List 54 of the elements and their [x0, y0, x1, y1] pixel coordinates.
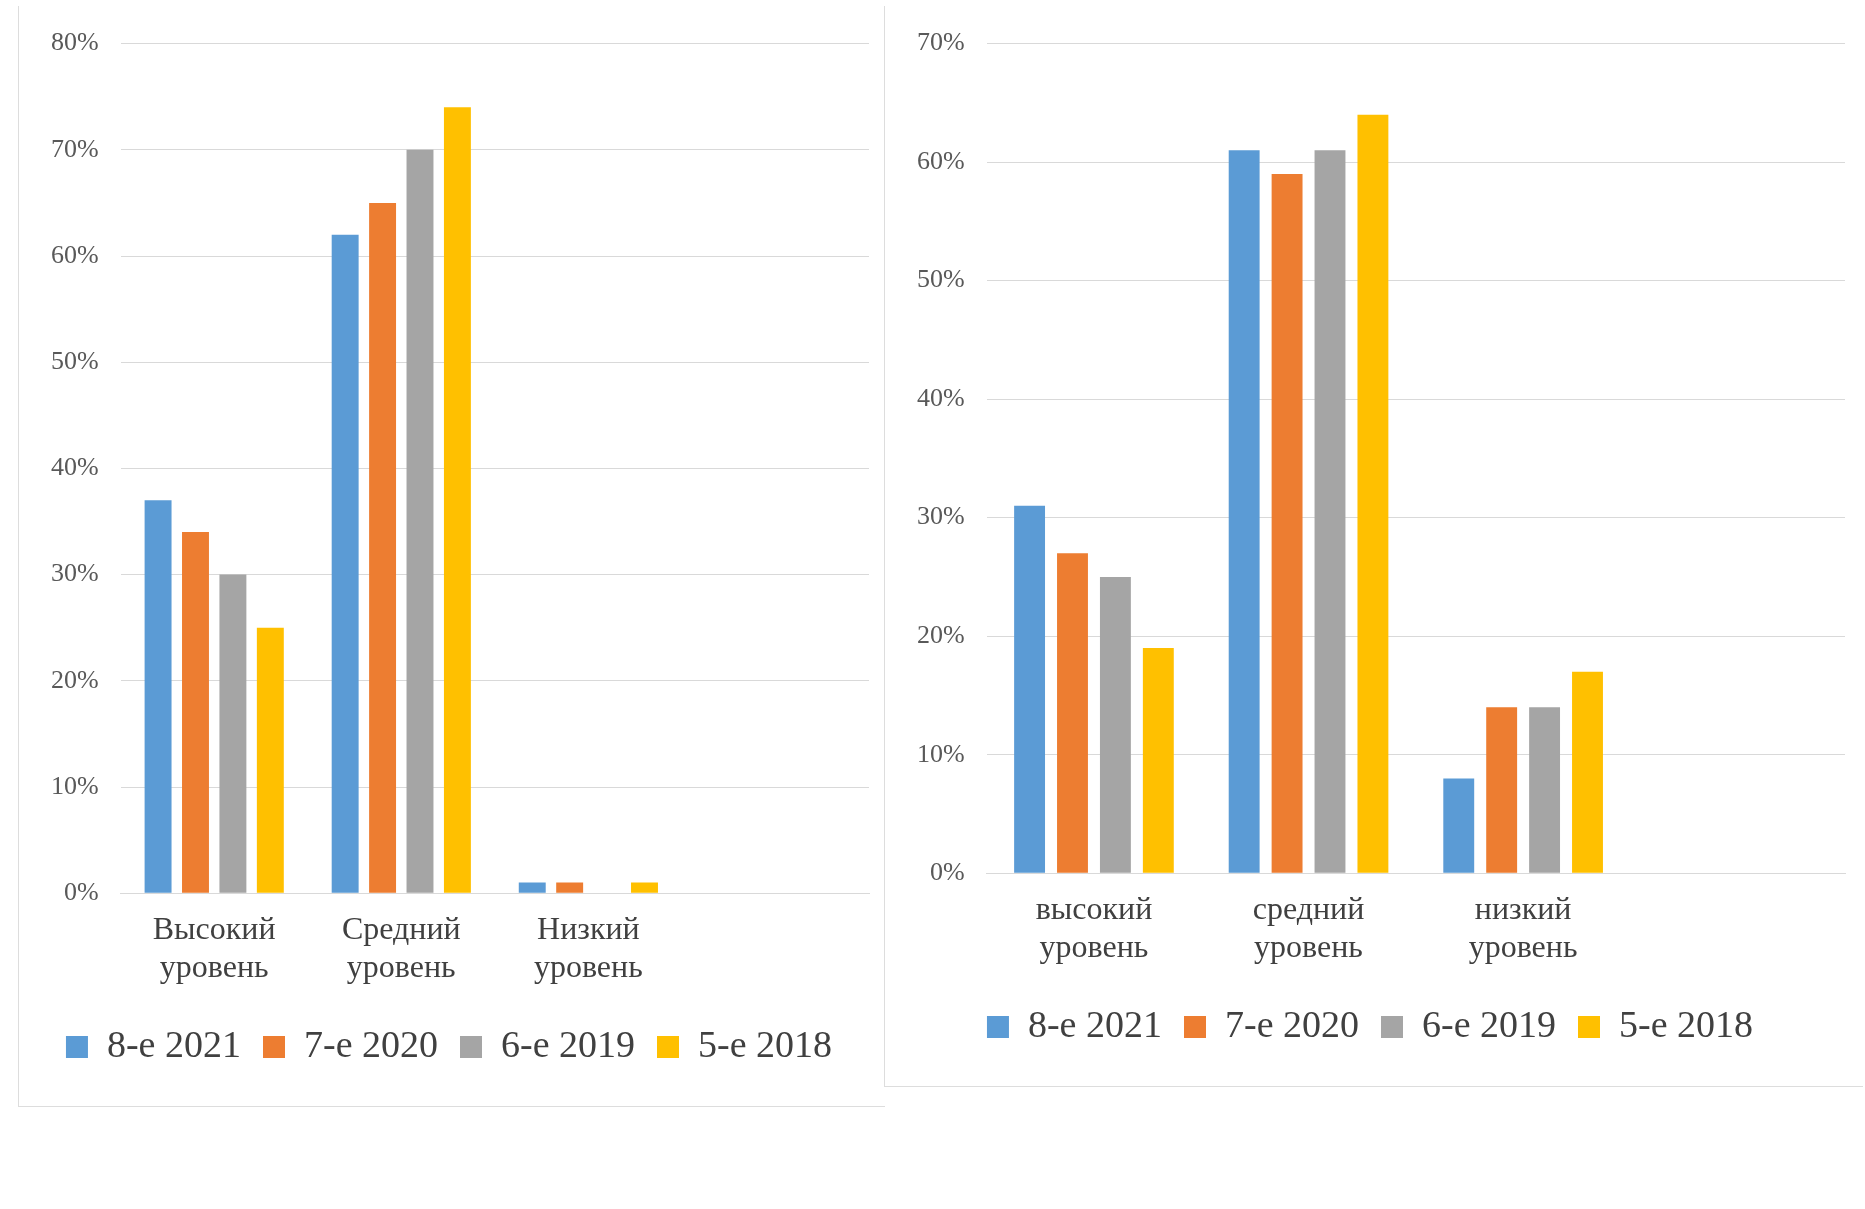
bar — [1443, 778, 1475, 873]
legend-label: 8-е 2021 — [1027, 1002, 1162, 1045]
x-tick-label: высокий уровень — [1035, 889, 1153, 965]
bar — [518, 882, 546, 893]
bar — [1228, 150, 1260, 873]
y-tick-label: 20% — [916, 620, 965, 649]
bar — [1572, 671, 1603, 873]
x-tick-label: Низкий уровень — [533, 909, 643, 985]
bar — [1271, 173, 1303, 873]
y-tick-label: 40% — [50, 452, 99, 482]
legend-label: 7-е 2020 — [303, 1022, 439, 1065]
bar — [1014, 505, 1046, 873]
legend-label: 5-е 2018 — [698, 1022, 833, 1065]
y-tick-label: 80% — [50, 27, 99, 57]
bar — [406, 149, 434, 893]
legend-label: 7-е 2020 — [1224, 1002, 1360, 1045]
y-tick-label: 10% — [916, 738, 965, 768]
bar — [256, 627, 284, 893]
y-tick-label: 10% — [50, 770, 99, 800]
bar — [331, 234, 359, 893]
bar — [1529, 707, 1561, 873]
bar — [1357, 114, 1389, 873]
y-tick-label: 30% — [50, 558, 99, 588]
bar — [1486, 707, 1518, 873]
bar — [1142, 648, 1174, 873]
y-tick-label: 50% — [50, 346, 99, 376]
bar — [556, 882, 584, 893]
x-tick-label: Средний уровень — [341, 909, 461, 985]
bar — [144, 500, 172, 893]
legend-label: 6-е 2019 — [1422, 1002, 1557, 1045]
x-tick-label: средний уровень — [1252, 889, 1365, 965]
bar — [631, 882, 658, 893]
bar — [1314, 150, 1346, 873]
legend-label: 8-е 2021 — [106, 1022, 241, 1065]
y-tick-label: 30% — [916, 501, 965, 531]
bar — [1057, 553, 1088, 873]
y-tick-label: 0% — [929, 857, 965, 887]
y-tick-label: 70% — [50, 133, 99, 163]
y-tick-label: 0% — [63, 877, 99, 907]
legend-label: 6-е 2019 — [501, 1022, 636, 1065]
y-tick-label: 60% — [50, 239, 99, 269]
x-tick-label: Высокий уровень — [152, 909, 276, 985]
bar — [182, 532, 209, 893]
y-tick-label: 50% — [916, 264, 965, 294]
y-tick-label: 60% — [916, 145, 965, 175]
x-tick-label: низкий уровень — [1468, 889, 1578, 965]
bar — [1099, 576, 1131, 873]
y-tick-label: 40% — [916, 382, 965, 412]
bar — [219, 574, 247, 893]
bar — [369, 202, 397, 893]
y-tick-label: 20% — [50, 664, 99, 694]
bar — [443, 107, 471, 893]
y-tick-label: 70% — [916, 27, 965, 57]
legend-label: 5-е 2018 — [1619, 1002, 1754, 1045]
